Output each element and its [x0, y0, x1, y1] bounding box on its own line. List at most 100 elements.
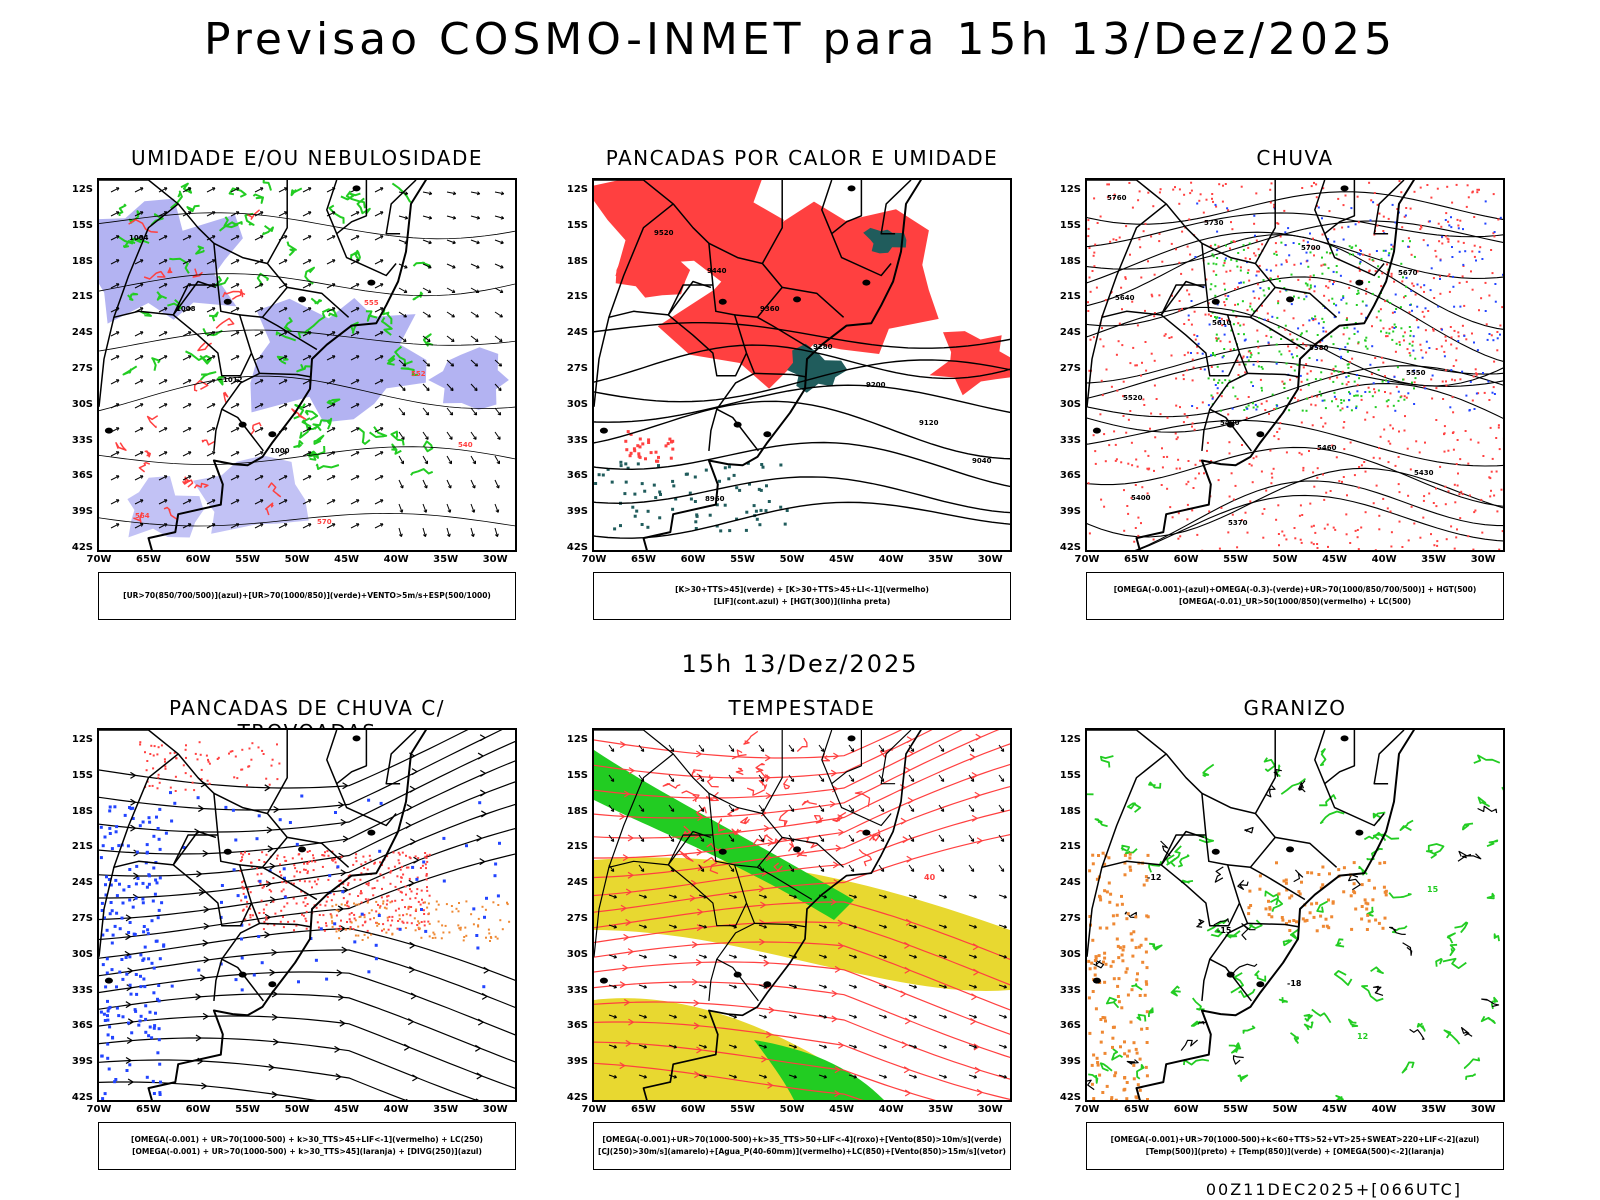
contour-fragment	[231, 288, 244, 301]
precip-speckle	[265, 777, 268, 780]
wind-arrow	[470, 191, 480, 195]
precip-speckle	[1350, 927, 1354, 931]
arrow-head	[187, 499, 192, 503]
precip-speckle	[1247, 269, 1250, 272]
precip-speckle	[173, 801, 177, 805]
arrow-head	[733, 1074, 737, 1079]
precip-speckle	[1387, 254, 1390, 257]
wind-arrow	[758, 1074, 767, 1078]
precip-speckle	[145, 1075, 149, 1079]
precip-speckle	[1348, 361, 1351, 363]
precip-speckle	[318, 914, 321, 916]
streamline	[99, 730, 469, 789]
precip-speckle	[298, 879, 301, 882]
precip-speckle	[1242, 248, 1245, 251]
precip-speckle	[1457, 472, 1459, 475]
precip-speckle	[295, 902, 298, 905]
precip-speckle	[1118, 322, 1121, 325]
legend-line: [UR>70(850/700/500)](azul)+[UR>70(1000/8…	[123, 591, 491, 600]
precip-speckle	[1269, 188, 1272, 191]
precip-speckle	[1139, 246, 1142, 249]
precip-speckle	[1262, 289, 1265, 292]
lat-tick-label: 24S	[71, 327, 93, 339]
state-border	[594, 867, 610, 957]
precip-speckle	[1356, 390, 1359, 393]
lat-tick-label: 15S	[566, 769, 588, 781]
precip-speckle	[1361, 300, 1364, 303]
precip-speckle	[387, 928, 390, 931]
arrow-head	[823, 894, 827, 899]
arrow-head	[703, 924, 707, 929]
precip-speckle	[1331, 901, 1335, 905]
precip-speckle	[1331, 297, 1334, 300]
precip-speckle	[266, 881, 269, 884]
wind-arrow	[326, 283, 336, 289]
wind-arrow	[206, 187, 216, 193]
precip-speckle	[1161, 447, 1163, 450]
wind-arrow	[446, 407, 453, 416]
arrow-head	[283, 259, 288, 263]
wind-arrow	[302, 283, 312, 289]
precip-speckle	[283, 895, 287, 899]
precip-speckle	[1423, 385, 1426, 388]
arrow-head	[211, 235, 216, 239]
wind-arrow	[758, 1044, 767, 1048]
precip-speckle	[1305, 918, 1309, 922]
precip-speckle	[1411, 282, 1414, 285]
precip-speckle	[1436, 544, 1439, 547]
contour-fragment	[304, 266, 315, 285]
precip-speckle	[1413, 522, 1416, 525]
precip-speckle	[1343, 448, 1346, 451]
precip-speckle	[1232, 310, 1235, 313]
lat-tick-label: 24S	[71, 877, 93, 889]
state-border	[1101, 753, 1205, 869]
precip-speckle	[1421, 310, 1424, 313]
precip-speckle	[244, 851, 246, 854]
precip-speckle	[1386, 335, 1389, 338]
lake-marker	[367, 279, 376, 286]
wind-arrow	[470, 527, 474, 537]
precip-speckle	[1271, 315, 1274, 318]
streamline-arrow	[763, 824, 771, 832]
precip-speckle	[1107, 856, 1111, 860]
precip-speckle	[1325, 330, 1328, 333]
wind-arrow	[608, 1014, 617, 1018]
precip-speckle	[162, 944, 166, 948]
precip-speckle	[1248, 889, 1252, 893]
precip-speckle	[1212, 255, 1215, 258]
precip-speckle	[759, 488, 763, 492]
arrow-head	[331, 403, 336, 407]
precip-speckle	[381, 929, 383, 932]
precip-speckle	[1163, 334, 1166, 337]
precip-speckle	[1465, 205, 1468, 208]
precip-speckle	[1329, 252, 1332, 254]
precip-speckle	[1224, 304, 1227, 307]
contour-fragment	[127, 292, 139, 301]
precip-speckle	[613, 527, 617, 531]
contour-label: 5610	[1212, 319, 1232, 327]
streamline	[99, 730, 503, 811]
precip-speckle	[1190, 352, 1192, 354]
precip-speckle	[1379, 435, 1382, 438]
precip-speckle	[1327, 898, 1330, 902]
precip-speckle	[405, 866, 408, 869]
precip-speckle	[1482, 372, 1484, 374]
precip-speckle	[371, 887, 374, 890]
arrow-head	[823, 984, 827, 989]
arrow-head	[823, 1044, 827, 1049]
wind-arrow	[302, 211, 312, 217]
precip-speckle	[1250, 353, 1253, 356]
precip-speckle	[417, 920, 420, 923]
precip-speckle	[1372, 382, 1375, 385]
precip-speckle	[1488, 294, 1491, 297]
precip-speckle	[1424, 441, 1426, 444]
arrow-head	[283, 379, 288, 383]
precip-speckle	[1372, 456, 1375, 459]
lat-tick-label: 39S	[566, 506, 588, 518]
precip-speckle	[1159, 413, 1162, 416]
precip-speckle	[1326, 523, 1329, 526]
precip-speckle	[1407, 245, 1410, 248]
precip-speckle	[1314, 531, 1317, 534]
streamline-arrow	[337, 905, 345, 913]
precip-speckle	[1094, 1007, 1098, 1011]
